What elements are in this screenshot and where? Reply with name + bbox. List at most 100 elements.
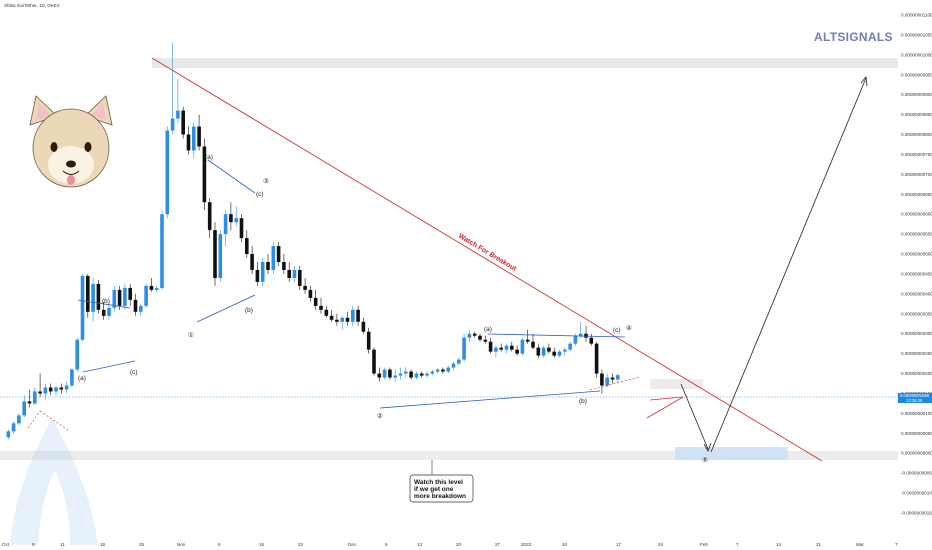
candle-body — [48, 387, 53, 392]
callout-line: Watch this level — [414, 479, 463, 486]
candle-body — [276, 246, 281, 263]
candle — [335, 313, 339, 326]
candle — [324, 305, 329, 318]
candle — [531, 333, 535, 350]
candle — [610, 373, 615, 384]
price-axis[interactable]: 0.000000011000 0.000000010500 0.0000000100… — [901, 13, 932, 516]
y-tick-label: 0.000000007000 — [901, 172, 932, 177]
x-tick-label: 15 — [259, 542, 265, 547]
candle-body — [107, 307, 111, 316]
candle — [154, 285, 159, 292]
candle-body — [356, 309, 360, 322]
candle — [329, 309, 334, 322]
candle-body — [451, 363, 456, 368]
candle — [139, 303, 143, 316]
y-tick-label: -0.000000001500 — [901, 511, 932, 516]
candles-layer — [6, 42, 620, 440]
y-tick-label: 0.000000002500 — [901, 351, 932, 356]
candle — [64, 381, 69, 394]
candle-body — [133, 299, 138, 312]
candle — [589, 333, 594, 346]
candle — [80, 273, 85, 342]
candle — [86, 273, 90, 318]
candle — [22, 395, 26, 418]
candle-body — [308, 289, 313, 298]
candle-body — [223, 214, 228, 235]
candle — [451, 361, 456, 370]
wave-label: (a) — [205, 154, 213, 161]
candle-body — [435, 369, 440, 372]
candle-body — [117, 289, 122, 306]
candle-body — [64, 385, 69, 390]
candle — [425, 371, 429, 378]
candle — [414, 371, 419, 380]
wave-label: (b) — [102, 298, 110, 305]
callout-line: if we get one — [414, 486, 454, 493]
x-tick-label: Dec — [348, 542, 357, 547]
current-price-value: 0.00000001968 — [900, 393, 930, 398]
candle-body — [504, 345, 509, 350]
candle-body — [154, 287, 159, 290]
candle — [234, 206, 238, 227]
x-tick-label: 11 — [60, 542, 65, 547]
y-tick-label: 0.000000000500 — [901, 431, 932, 436]
candle-body — [329, 315, 334, 320]
x-tick-label: Feb — [700, 542, 708, 547]
candle — [192, 122, 196, 159]
candle-body — [11, 423, 16, 432]
candle-body — [594, 343, 599, 374]
candle — [27, 389, 32, 408]
time-axis[interactable]: Oct 9 11 18 25 Nov 8 15 22 Dec 6 13 20 27 2022 10 17 24 Fe… — [2, 542, 898, 547]
brand-label: ALTSIGNALS — [814, 30, 893, 44]
triangle-pattern — [646, 396, 684, 419]
candle — [160, 210, 164, 290]
candle — [584, 325, 588, 342]
candle — [128, 283, 132, 306]
candle-body — [123, 287, 127, 306]
x-tick-label: 17 — [616, 542, 622, 547]
lower-support-zone — [0, 451, 898, 460]
shiba-dog-logo — [29, 95, 113, 188]
candle-body — [600, 373, 604, 386]
callout-box: Watch this level if we get one more brea… — [409, 474, 474, 503]
candle — [70, 367, 74, 388]
candle-body — [112, 289, 117, 308]
candle-body — [292, 269, 297, 278]
candle-body — [382, 369, 387, 378]
candle-body — [181, 110, 185, 135]
y-tick-label: 0.000000001000 — [901, 411, 932, 416]
candle-body — [525, 339, 530, 342]
candle-body — [149, 285, 154, 290]
candle — [409, 369, 413, 380]
candle — [181, 106, 185, 139]
x-tick-label: 10 — [562, 542, 568, 547]
candle — [266, 254, 270, 274]
candle — [165, 126, 170, 219]
candle — [149, 277, 154, 292]
candle — [616, 373, 620, 382]
candle-body — [478, 335, 482, 340]
candle — [223, 210, 228, 247]
candle — [578, 321, 583, 338]
candle-body — [250, 254, 254, 270]
candle — [345, 311, 350, 326]
candle — [594, 341, 599, 378]
candle — [17, 413, 21, 426]
candle-body — [255, 269, 260, 282]
wave-label: ② — [377, 412, 383, 420]
candle — [260, 258, 265, 286]
candle — [96, 279, 101, 314]
y-tick-label: 0.000000004500 — [901, 271, 932, 276]
projection-arrowhead-up-icon — [860, 76, 868, 87]
candle-body — [568, 343, 572, 350]
x-tick-label: 7 — [736, 542, 739, 547]
projection-arrowhead-down-icon — [703, 442, 712, 452]
candle-body — [616, 375, 620, 380]
candle-body — [27, 401, 32, 404]
x-tick-label: 21 — [816, 542, 822, 547]
candle — [552, 347, 556, 358]
candle — [435, 367, 440, 374]
candle — [276, 242, 281, 266]
candle-body — [414, 373, 419, 378]
